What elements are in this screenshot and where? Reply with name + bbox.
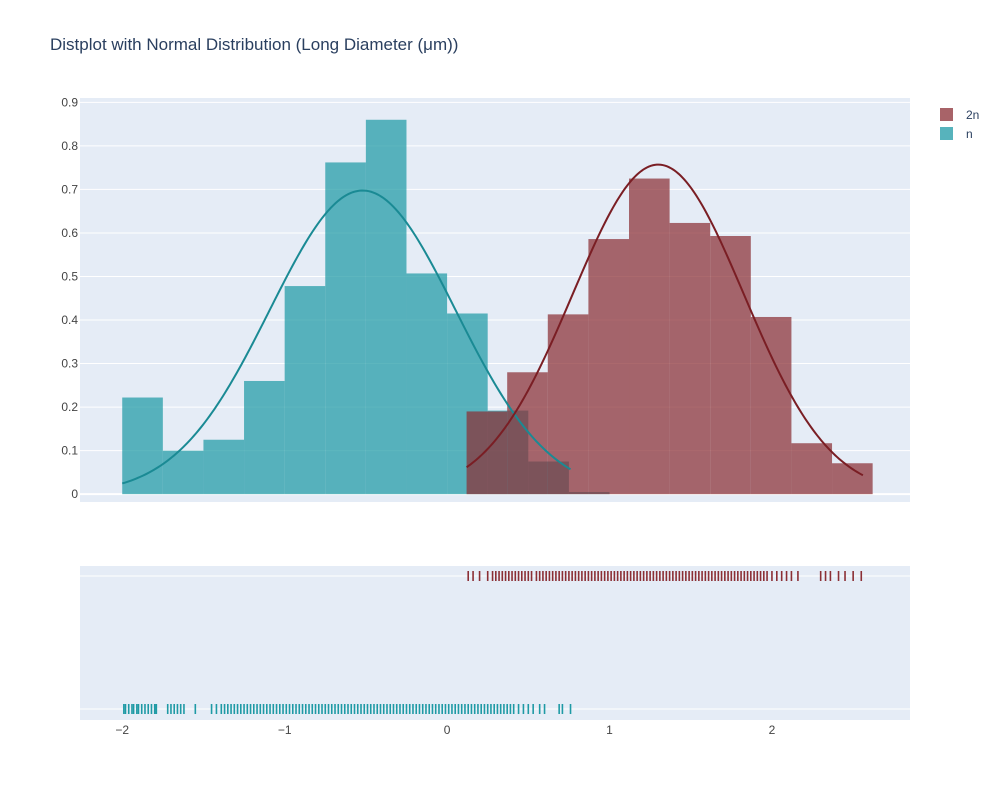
chart-title: Distplot with Normal Distribution (Long … [50,35,458,54]
y-tick-label: 0.3 [61,357,78,371]
rug-marks[interactable] [123,571,863,714]
histogram-bar-n[interactable] [244,380,285,495]
legend-item-n[interactable]: n [940,127,973,141]
histogram-bar-2n[interactable] [466,411,508,495]
y-tick-label: 0.2 [61,400,78,414]
x-tick-label: −1 [278,723,292,737]
histogram-bar-2n[interactable] [547,314,589,495]
y-tick-label: 0 [71,487,78,501]
x-axis-ticks: −2 −1 0 1 2 [115,723,775,737]
y-tick-label: 0.9 [61,95,78,109]
histogram-bar-n[interactable] [203,439,245,495]
normal-curves [121,163,864,485]
histogram-bar-n[interactable] [365,119,407,495]
histogram-bar-n[interactable] [325,162,366,495]
x-tick-label: −2 [115,723,129,737]
y-tick-label: 0.6 [61,226,78,240]
y-tick-label: 0.5 [61,269,78,283]
histogram-bar-2n[interactable] [791,443,833,495]
histogram-bar-n[interactable] [162,450,204,495]
legend[interactable]: 2n n [940,108,979,141]
histogram-bar-2n[interactable] [750,316,792,495]
legend-item-2n[interactable]: 2n [940,108,979,122]
normal-curve-n [121,189,572,485]
histogram-bar-n[interactable] [406,273,448,495]
histogram-bar-n[interactable] [284,286,326,495]
y-tick-label: 0.1 [61,444,78,458]
histogram-bar-2n[interactable] [588,239,630,495]
y-tick-label: 0.7 [61,182,78,196]
rug-plot-background [80,566,910,720]
histogram-bar-n[interactable] [122,397,163,495]
histogram-bar-2n[interactable] [629,178,670,495]
y-tick-label: 0.4 [61,313,78,327]
legend-swatch [940,127,953,140]
y-axis-ticks: 0 0.1 0.2 0.3 0.4 0.5 0.6 0.7 0.8 0.9 [61,95,78,501]
x-tick-label: 1 [606,723,613,737]
histogram-bar-2n[interactable] [710,236,751,495]
x-tick-label: 0 [444,723,451,737]
histogram-bar-2n[interactable] [669,222,711,495]
y-tick-label: 0.8 [61,139,78,153]
legend-swatch [940,108,953,121]
x-tick-label: 2 [769,723,776,737]
legend-label: n [966,127,973,141]
normal-curve-2n [465,163,864,477]
legend-label: 2n [966,108,979,122]
